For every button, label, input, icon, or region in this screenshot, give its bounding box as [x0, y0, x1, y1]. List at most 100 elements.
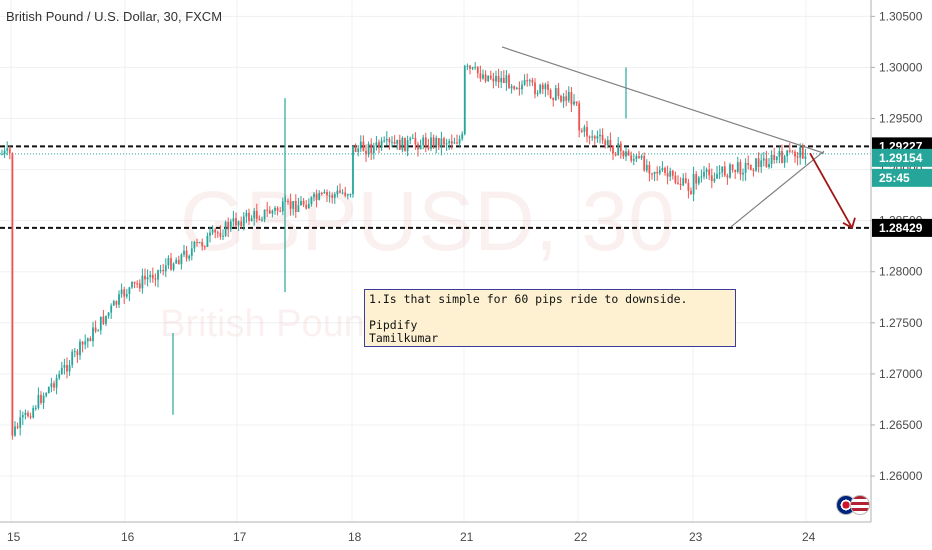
candle-body [211, 229, 214, 233]
candle-body [253, 211, 256, 219]
candle-body [565, 96, 568, 101]
time-axis[interactable]: 15 16 17 18 21 22 23 24 [0, 521, 871, 544]
candle-body [482, 74, 484, 79]
candle-body [258, 218, 261, 220]
candle-body [541, 84, 544, 90]
support-price-tag: 1.28429 [879, 221, 923, 235]
candle-body [762, 158, 765, 161]
candle-body [229, 221, 232, 230]
candle-body [786, 150, 789, 157]
candle-body [235, 218, 237, 226]
candle-body [180, 254, 183, 265]
candle-body [752, 170, 755, 172]
candle-body [666, 172, 669, 177]
candle-body [102, 316, 105, 324]
candle-body [458, 138, 461, 144]
horizontal-levels[interactable] [0, 145, 871, 229]
candle-body [635, 156, 638, 160]
candle-body [567, 92, 570, 101]
candle-body [625, 151, 627, 157]
candle-body [310, 197, 313, 205]
candle-body [757, 158, 760, 167]
candle-body [674, 175, 677, 183]
candle-body [804, 156, 807, 159]
candle-body [723, 166, 726, 176]
candle-body [151, 274, 154, 279]
candle-body [573, 101, 575, 105]
price-tick-label: 1.27000 [879, 367, 923, 381]
candle-body [372, 145, 375, 154]
us-flag-icon[interactable] [850, 495, 870, 515]
candle-body [513, 86, 516, 89]
candle-body [193, 242, 196, 249]
candle-body [133, 281, 136, 284]
candle-body [773, 154, 776, 160]
candle-body [775, 156, 778, 160]
price-tick-label: 1.27500 [879, 316, 923, 330]
candle-body [53, 383, 55, 388]
candle-body [323, 191, 326, 194]
candle-body [570, 92, 573, 105]
candle-body [279, 210, 282, 212]
annotation-note[interactable]: 1.Is that simple for 60 pips ride to dow… [364, 289, 736, 347]
candle-body [37, 394, 40, 408]
candle-body [362, 141, 365, 151]
candle-body [240, 221, 243, 226]
candle-body [118, 294, 120, 305]
candle-body [81, 341, 84, 345]
drawings[interactable] [501, 46, 856, 230]
down-arrow-icon[interactable] [809, 152, 853, 229]
candle-body [263, 209, 266, 220]
price-tick-label: 1.30000 [879, 60, 923, 74]
candle-body [97, 330, 100, 332]
candle-body [414, 137, 417, 145]
candle-body [606, 140, 609, 145]
candle-body [643, 155, 646, 171]
candle-body [539, 84, 542, 93]
candle-body [214, 229, 217, 233]
trendline[interactable] [501, 46, 825, 154]
candle-body [466, 65, 469, 67]
candle-body [765, 158, 768, 168]
candle-body [300, 200, 302, 206]
candle-body [424, 137, 427, 147]
candle-body [274, 207, 276, 211]
candle-body [461, 134, 464, 139]
candle-body [531, 80, 534, 83]
candles [1, 62, 807, 440]
trendline[interactable] [730, 150, 825, 228]
candle-body [216, 232, 219, 234]
candle-body [630, 155, 633, 161]
candle-body [664, 168, 666, 173]
candle-body [747, 163, 750, 165]
candle-body [528, 80, 531, 82]
candle-body [580, 130, 583, 132]
candle-body [596, 136, 599, 139]
candle-body [476, 66, 479, 74]
time-tick-label: 18 [348, 530, 362, 544]
candle-body [128, 287, 131, 295]
candle-body [42, 395, 45, 403]
candle-body [302, 200, 305, 205]
candle-body [661, 168, 664, 171]
candle-body [502, 78, 505, 84]
candle-body [523, 80, 526, 85]
candle-body [687, 182, 690, 191]
candle-body [339, 190, 341, 193]
candle-body [320, 192, 323, 194]
candle-body [66, 364, 68, 372]
candle-body [742, 172, 744, 175]
candle-body [365, 150, 367, 155]
time-tick-label: 23 [689, 530, 703, 544]
candle-body [261, 219, 263, 221]
arrow-head-icon [842, 217, 856, 230]
candle-body [370, 143, 373, 154]
candle-body [604, 140, 607, 145]
candle-body [367, 143, 370, 155]
candle-body [55, 377, 58, 388]
candle-body [159, 270, 162, 272]
candle-body [739, 162, 742, 175]
candle-body [638, 156, 640, 158]
